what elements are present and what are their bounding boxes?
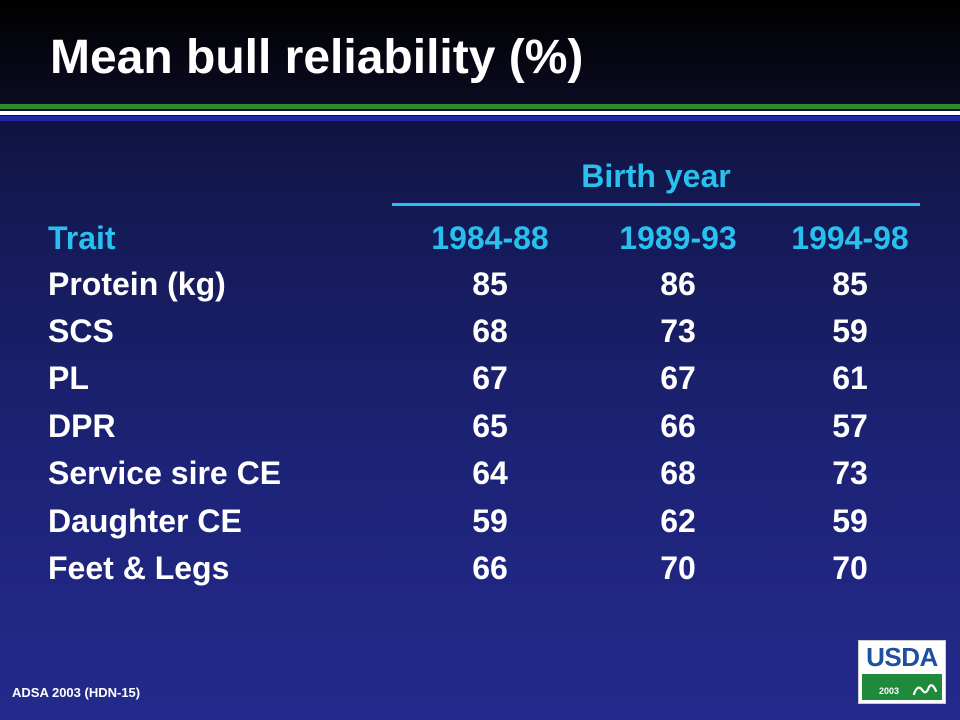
title-rule-green (0, 104, 960, 109)
trait-cell: SCS (48, 313, 114, 349)
value-cell: 57 (832, 408, 868, 444)
column-header-1989-93: 1989-93 (619, 220, 737, 256)
slide-footer: ADSA 2003 (HDN-15) (12, 685, 141, 700)
table-row: DPR 65 66 57 (0, 403, 960, 449)
value-cell: 67 (660, 360, 696, 396)
trait-cell: Feet & Legs (48, 550, 230, 586)
trait-cell: Protein (kg) (48, 266, 226, 302)
value-cell: 86 (660, 266, 696, 302)
birth-year-header: Birth year (581, 158, 731, 194)
value-cell: 85 (472, 266, 508, 302)
slide-title: Mean bull reliability (%) (50, 31, 584, 84)
value-cell: 64 (472, 455, 508, 491)
table-row: Protein (kg) 85 86 85 (0, 261, 960, 307)
title-rule-blue (0, 116, 960, 121)
value-cell: 59 (832, 503, 868, 539)
value-cell: 73 (832, 455, 868, 491)
value-cell: 67 (472, 360, 508, 396)
table-row: PL 67 67 61 (0, 355, 960, 401)
ars-mark-icon (912, 684, 938, 696)
usda-logo-year: 2003 (879, 686, 900, 696)
table-header-row: Trait 1984-88 1989-93 1994-98 (0, 215, 960, 261)
value-cell: 70 (660, 550, 696, 586)
value-cell: 66 (472, 550, 508, 586)
value-cell: 73 (660, 313, 696, 349)
value-cell: 68 (472, 313, 508, 349)
value-cell: 70 (832, 550, 868, 586)
column-header-1994-98: 1994-98 (791, 220, 909, 256)
value-cell: 65 (472, 408, 508, 444)
value-cell: 59 (472, 503, 508, 539)
usda-logo: USDA 2003 (858, 640, 946, 704)
title-rule-white (0, 111, 960, 115)
table-row: Daughter CE 59 62 59 (0, 498, 960, 544)
value-cell: 66 (660, 408, 696, 444)
trait-cell: DPR (48, 408, 116, 444)
usda-logo-text: USDA (866, 642, 938, 672)
trait-cell: Daughter CE (48, 503, 242, 539)
value-cell: 68 (660, 455, 696, 491)
value-cell: 62 (660, 503, 696, 539)
value-cell: 85 (832, 266, 868, 302)
table-row: Feet & Legs 66 70 70 (0, 545, 960, 591)
birth-year-underline (392, 203, 920, 206)
trait-cell: Service sire CE (48, 455, 282, 491)
column-header-trait: Trait (48, 220, 116, 256)
table-row: SCS 68 73 59 (0, 308, 960, 354)
value-cell: 61 (832, 360, 868, 396)
title-band (0, 0, 960, 104)
table-row: Service sire CE 64 68 73 (0, 450, 960, 496)
column-header-1984-88: 1984-88 (431, 220, 549, 256)
value-cell: 59 (832, 313, 868, 349)
trait-cell: PL (48, 360, 89, 396)
